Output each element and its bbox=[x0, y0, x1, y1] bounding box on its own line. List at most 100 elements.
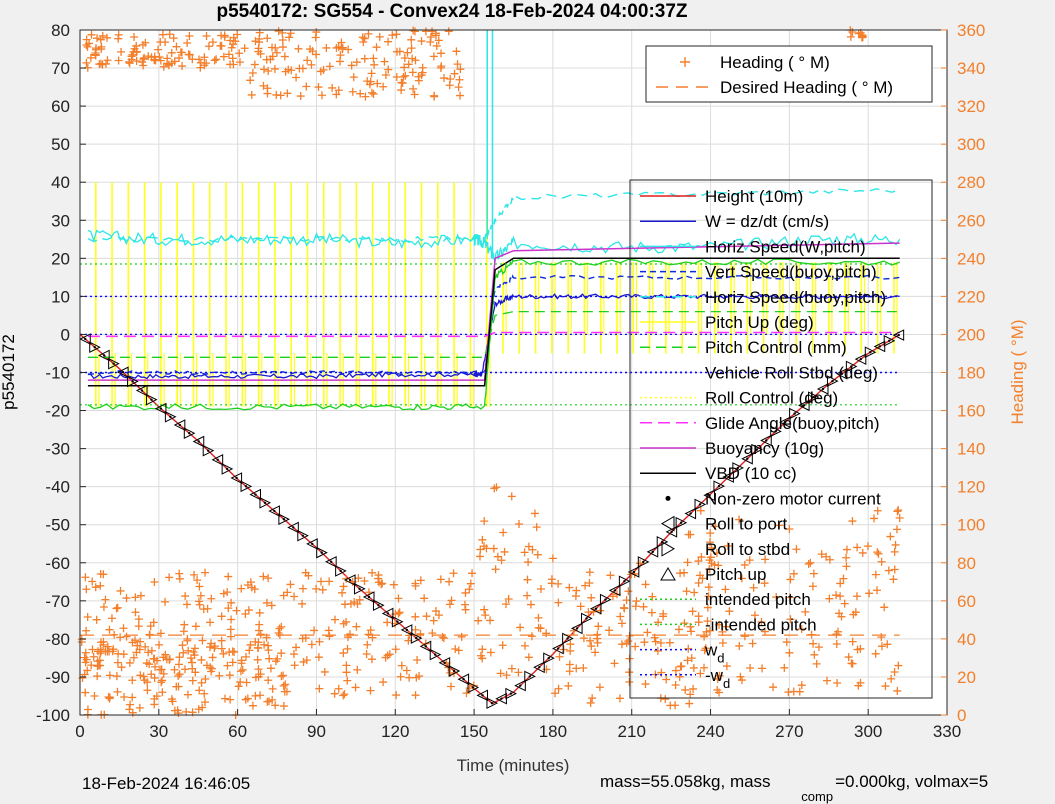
roll-to-port-marker bbox=[873, 340, 886, 353]
motor-current-dot bbox=[888, 339, 891, 342]
motor-current-dot bbox=[188, 432, 191, 435]
heading-marker bbox=[238, 665, 247, 674]
heading-marker bbox=[334, 684, 343, 693]
roll-to-port-marker bbox=[419, 640, 432, 653]
heading-marker bbox=[451, 644, 460, 653]
heading-marker bbox=[363, 640, 372, 649]
heading-marker bbox=[250, 60, 259, 69]
heading-marker bbox=[227, 598, 236, 607]
heading-marker bbox=[369, 54, 378, 63]
heading-marker bbox=[205, 643, 214, 652]
heading-marker bbox=[429, 52, 438, 61]
heading-marker bbox=[682, 587, 691, 596]
y2-tick-label: 260 bbox=[957, 211, 985, 230]
heading-marker bbox=[262, 598, 271, 607]
heading-marker bbox=[814, 643, 823, 652]
motor-current-dot bbox=[121, 371, 125, 374]
heading-marker bbox=[640, 638, 649, 647]
heading-marker bbox=[476, 545, 485, 554]
motor-current-dot bbox=[594, 607, 598, 610]
heading-marker bbox=[221, 694, 230, 703]
heading-marker bbox=[617, 619, 626, 628]
heading-marker bbox=[504, 595, 513, 604]
heading-marker bbox=[241, 695, 250, 704]
heading-marker bbox=[292, 643, 301, 652]
motor-current-dot bbox=[585, 617, 588, 620]
motor-current-dot bbox=[604, 598, 607, 601]
heading-marker bbox=[146, 622, 155, 631]
heading-marker bbox=[150, 578, 159, 587]
heading-marker bbox=[680, 568, 689, 577]
heading-marker bbox=[358, 33, 367, 42]
heading-marker bbox=[363, 77, 372, 86]
x-tick-label: 330 bbox=[933, 722, 961, 741]
heading-marker bbox=[809, 569, 818, 578]
heading-marker bbox=[402, 666, 411, 675]
motor-current-dot bbox=[679, 521, 683, 524]
roll-to-port-marker bbox=[741, 452, 753, 465]
heading-marker bbox=[411, 691, 420, 700]
heading-marker bbox=[167, 695, 176, 704]
heading-marker bbox=[848, 517, 857, 526]
heading-marker bbox=[832, 640, 841, 649]
heading-marker bbox=[226, 625, 235, 634]
heading-marker bbox=[496, 669, 505, 678]
heading-marker bbox=[317, 91, 326, 100]
motor-current-dot bbox=[481, 694, 484, 697]
heading-marker bbox=[145, 660, 154, 669]
heading-marker bbox=[445, 577, 454, 586]
heading-marker bbox=[514, 668, 523, 677]
heading-marker bbox=[397, 78, 406, 87]
heading-marker bbox=[276, 91, 285, 100]
y-tick-label: 80 bbox=[51, 21, 70, 40]
heading-marker bbox=[881, 682, 890, 691]
roll-to-port-marker bbox=[722, 471, 734, 483]
heading-marker bbox=[714, 561, 723, 570]
series-pitch-control-mm bbox=[87, 310, 900, 358]
heading-marker bbox=[299, 657, 308, 666]
heading-marker bbox=[328, 83, 337, 92]
heading-marker bbox=[178, 62, 187, 71]
heading-marker bbox=[271, 701, 280, 710]
heading-marker bbox=[530, 509, 539, 518]
heading-marker bbox=[132, 47, 141, 56]
heading-marker bbox=[842, 562, 851, 571]
heading-marker bbox=[608, 592, 617, 601]
heading-marker bbox=[374, 571, 383, 580]
heading-marker bbox=[396, 672, 405, 681]
heading-marker bbox=[385, 650, 394, 659]
heading-marker bbox=[411, 612, 420, 621]
heading-marker bbox=[760, 627, 769, 636]
heading-marker bbox=[353, 665, 362, 674]
heading-marker bbox=[551, 689, 560, 698]
heading-marker bbox=[351, 683, 360, 692]
legend-series-label: W = dz/dt (cm/s) bbox=[705, 212, 829, 231]
heading-marker bbox=[565, 660, 574, 669]
heading-marker bbox=[366, 626, 375, 635]
heading-marker bbox=[275, 624, 284, 633]
roll-to-stbd-marker bbox=[618, 575, 631, 588]
y2-tick-label: 280 bbox=[957, 173, 985, 192]
heading-marker bbox=[397, 661, 406, 670]
motor-current-dot bbox=[623, 580, 626, 583]
heading-marker bbox=[105, 694, 114, 703]
heading-marker bbox=[181, 665, 190, 674]
heading-marker bbox=[392, 72, 401, 81]
heading-marker bbox=[316, 67, 325, 76]
heading-marker bbox=[316, 577, 325, 586]
heading-marker bbox=[229, 33, 238, 42]
series-pitch-up-deg bbox=[87, 258, 900, 411]
heading-marker bbox=[436, 575, 445, 584]
y-tick-label: 20 bbox=[51, 249, 70, 268]
heading-marker bbox=[325, 62, 334, 71]
heading-marker bbox=[206, 618, 215, 627]
heading-marker bbox=[197, 655, 206, 664]
y2-tick-label: 100 bbox=[957, 516, 985, 535]
roll-to-stbd-marker bbox=[145, 393, 158, 406]
roll-to-port-marker bbox=[552, 642, 564, 655]
heading-marker bbox=[93, 34, 102, 43]
roll-to-stbd-marker bbox=[864, 346, 877, 359]
heading-marker bbox=[877, 557, 886, 566]
heading-marker bbox=[853, 645, 862, 654]
roll-to-port-marker bbox=[362, 591, 375, 603]
